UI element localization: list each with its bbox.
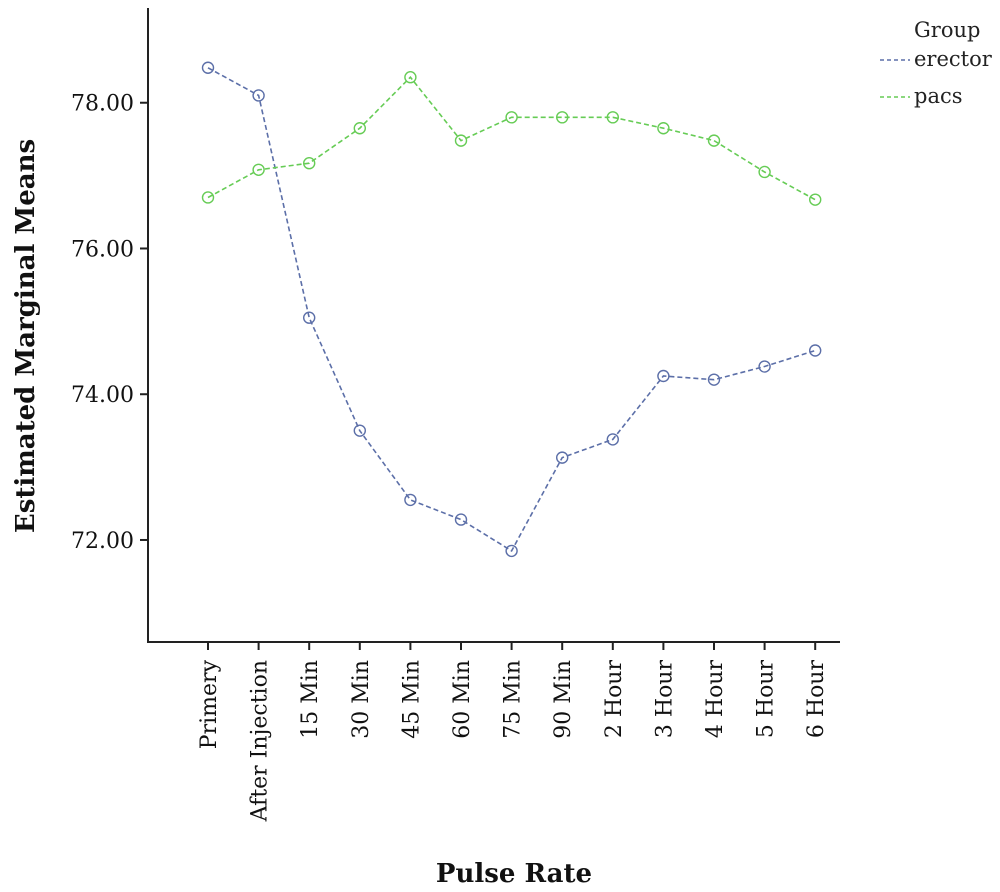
x-tick-label: 5 Hour [754,660,779,739]
y-tick-label: 72.00 [71,529,134,554]
data-point-pacs [758,165,771,179]
x-tick-label: 4 Hour [703,660,728,739]
data-point-erector [454,513,468,526]
x-tick-label: 30 Min [349,660,374,739]
x-tick-label: 60 Min [450,660,475,739]
data-point-erector [556,451,569,464]
series-line-pacs [207,75,816,201]
data-point-erector [303,311,316,324]
series-line-erector [207,67,816,553]
data-point-pacs [505,111,518,124]
data-point-erector [353,424,366,437]
x-tick-label: 75 Min [501,660,526,739]
y-tick-label: 76.00 [71,237,134,262]
x-tick-label: 45 Min [399,660,424,739]
x-tick-label: Primery [197,659,222,749]
y-tick-label: 74.00 [71,383,134,408]
data-point-erector [404,493,417,507]
data-point-erector [505,544,518,558]
legend-title: Group [914,18,980,42]
data-point-pacs [303,157,316,170]
data-point-pacs [556,111,569,124]
data-point-pacs [252,163,265,176]
legend: Group erector pacs [880,18,993,108]
data-point-pacs [454,134,468,147]
data-point-erector [201,61,215,74]
data-point-pacs [353,122,366,135]
x-ticks: Primery After Injection 15 Min 30 Min 45 Min… [197,642,829,822]
data-point-pacs [404,71,417,84]
x-tick-label: 15 Min [298,660,323,739]
x-tick-label: 6 Hour [804,660,829,739]
data-point-erector [252,89,265,102]
data-point-pacs [657,122,670,135]
y-ticks: 72.00 74.00 76.00 78.00 [71,92,148,554]
y-tick-label: 78.00 [71,92,134,117]
data-point-pacs [707,134,721,147]
data-point-erector [657,369,670,383]
data-point-erector [809,344,822,357]
data-point-erector [758,360,771,373]
legend-label-pacs: pacs [914,84,963,108]
x-tick-label: 3 Hour [652,660,677,739]
x-tick-label: 2 Hour [602,660,627,739]
axes [147,8,840,643]
series-layer [201,61,822,558]
x-axis-title: Pulse Rate [436,859,592,889]
data-point-pacs [809,193,822,206]
data-point-erector [707,373,721,386]
x-tick-label: After Injection [248,660,273,822]
x-tick-label: 90 Min [551,660,576,739]
data-point-erector [606,433,619,446]
data-point-pacs [201,191,215,204]
data-point-pacs [606,111,619,124]
y-axis-title: Estimated Marginal Means [11,139,41,533]
legend-label-erector: erector [914,47,993,71]
